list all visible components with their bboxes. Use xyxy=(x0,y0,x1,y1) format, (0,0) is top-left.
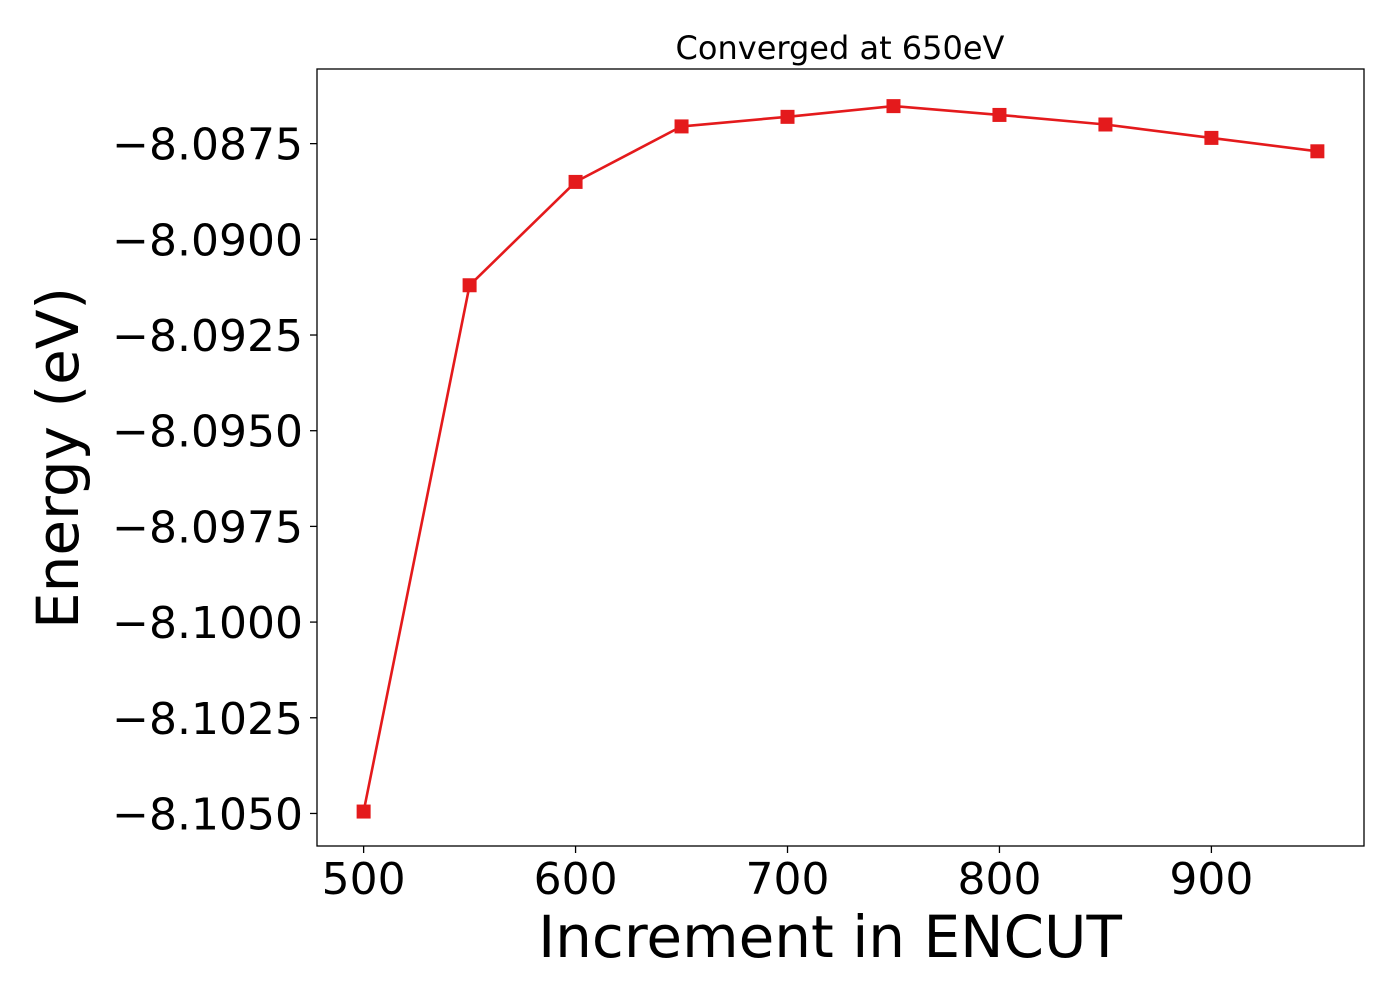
y-tick-label: −8.1050 xyxy=(112,789,303,840)
x-tick-label: 900 xyxy=(1169,854,1253,905)
series-layer xyxy=(356,99,1325,819)
y-tick-label: −8.0875 xyxy=(112,120,303,171)
y-tick-label: −8.0925 xyxy=(112,311,303,362)
data-point xyxy=(992,107,1007,122)
data-point xyxy=(462,278,477,293)
y-tick-label: −8.1000 xyxy=(112,598,303,649)
x-tick-label: 800 xyxy=(957,854,1041,905)
data-point xyxy=(356,804,371,819)
x-tick-label: 600 xyxy=(534,854,618,905)
data-point xyxy=(780,109,795,124)
data-point xyxy=(568,174,583,189)
data-point xyxy=(674,119,689,134)
data-point xyxy=(1310,144,1325,159)
y-tick-label: −8.1025 xyxy=(112,694,303,745)
x-tick-label: 700 xyxy=(746,854,830,905)
y-tick-label: −8.0975 xyxy=(112,502,303,553)
chart-title: Converged at 650eV xyxy=(676,29,1005,67)
y-tick-label: −8.0950 xyxy=(112,407,303,458)
x-tick-label: 500 xyxy=(322,854,406,905)
x-axis: 500 600 700 800 900 xyxy=(322,846,1253,905)
data-point xyxy=(1204,130,1219,145)
x-axis-label: Increment in ENCUT xyxy=(538,903,1122,971)
series-line xyxy=(362,104,1318,812)
plot-frame xyxy=(316,68,1365,847)
y-axis-label: Energy (eV) xyxy=(24,287,92,629)
y-tick-label: −8.0900 xyxy=(112,215,303,266)
data-point xyxy=(886,99,901,114)
data-point xyxy=(1098,117,1113,132)
y-axis: −8.0875 −8.0900 −8.0925 −8.0950 −8.0975 −8.10… xyxy=(112,120,317,840)
